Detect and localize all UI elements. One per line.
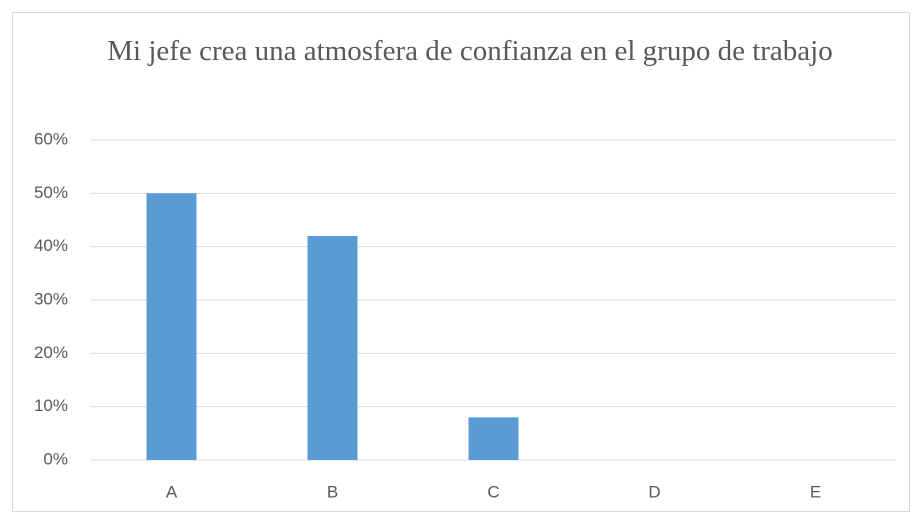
chart-title: Mi jefe crea una atmosfera de confianza … bbox=[107, 35, 833, 67]
y-tick-label: 0% bbox=[43, 449, 68, 468]
y-tick-label: 60% bbox=[34, 129, 68, 148]
x-tick-label: B bbox=[327, 482, 338, 501]
x-tick-label: E bbox=[810, 482, 821, 501]
y-tick-label: 20% bbox=[34, 343, 68, 362]
x-tick-label: A bbox=[166, 482, 178, 501]
bar bbox=[307, 236, 358, 460]
y-tick-label: 40% bbox=[34, 236, 68, 255]
bar bbox=[468, 417, 519, 460]
y-tick-label: 30% bbox=[34, 289, 68, 308]
chart-border bbox=[12, 12, 910, 512]
x-tick-label: D bbox=[648, 482, 660, 501]
y-tick-label: 10% bbox=[34, 396, 68, 415]
y-tick-label: 50% bbox=[34, 183, 68, 202]
x-tick-label: C bbox=[487, 482, 499, 501]
bar bbox=[146, 193, 197, 461]
